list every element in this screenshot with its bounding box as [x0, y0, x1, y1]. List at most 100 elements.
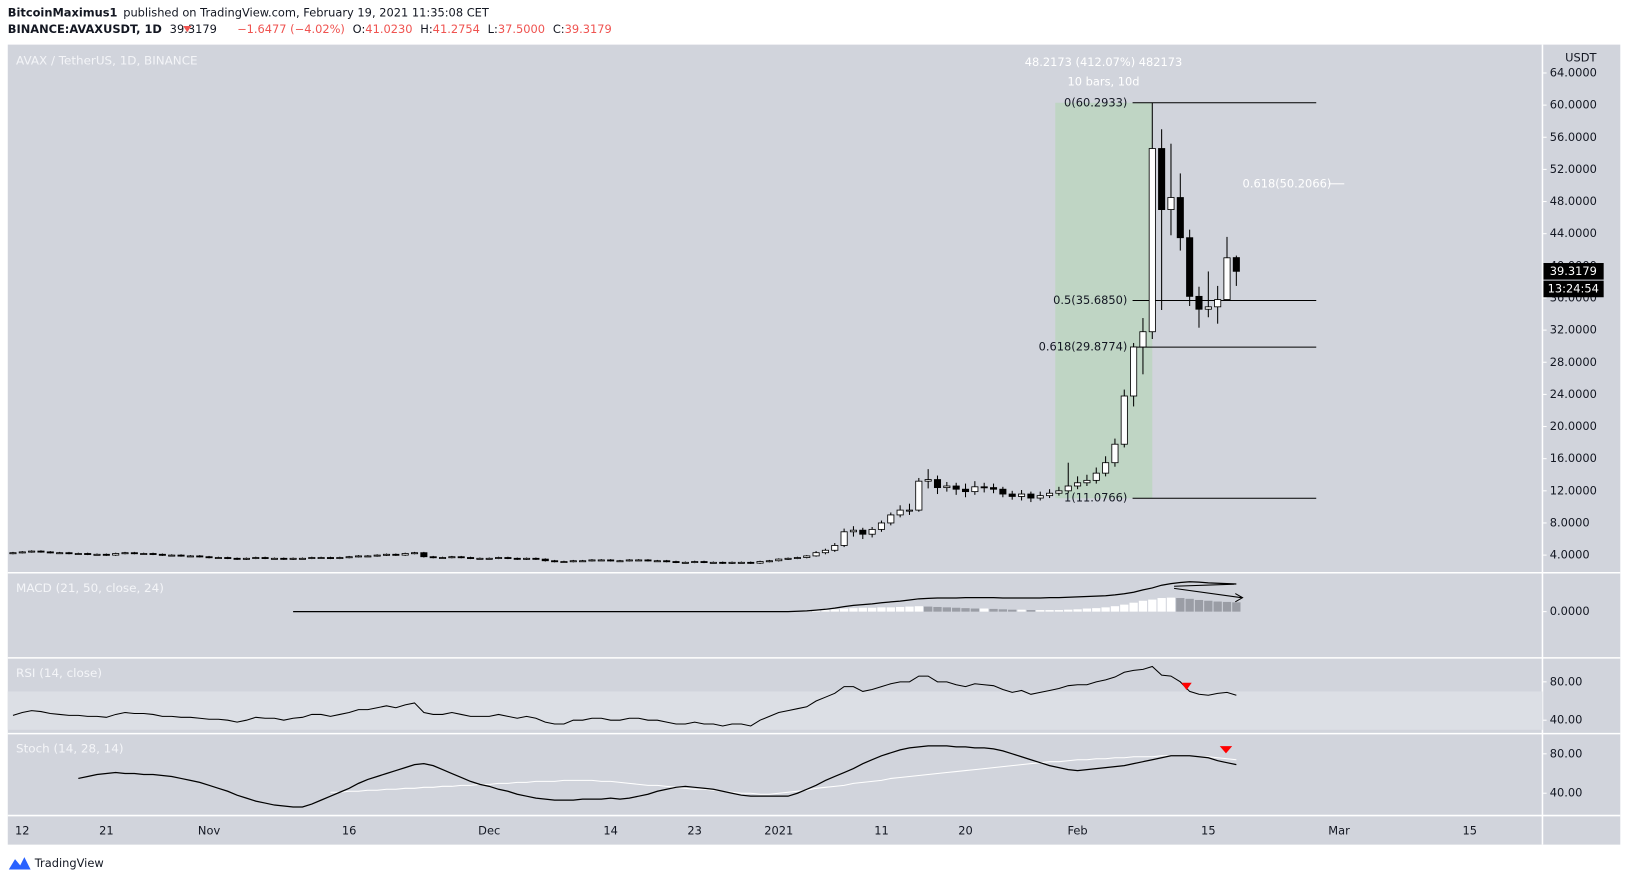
fib-label: 0.618(50.2066) — [1243, 176, 1332, 190]
candle-body — [868, 528, 876, 535]
macd-line — [293, 581, 1237, 613]
y-tick-label: 80.00 — [1550, 746, 1583, 760]
c-value: 39.3179 — [565, 22, 612, 36]
candle-body — [317, 557, 325, 559]
histogram-bar — [933, 606, 942, 612]
candle-body — [448, 556, 456, 559]
candle-body — [37, 550, 45, 553]
candle-body — [877, 522, 885, 530]
last-price: 39.3179 — [170, 22, 217, 36]
candle-body — [46, 551, 54, 554]
candle-body — [560, 561, 568, 563]
x-tick-label: 21 — [99, 824, 114, 838]
histogram-bar — [1120, 604, 1129, 612]
histogram-bar — [877, 607, 886, 612]
histogram-bar — [952, 607, 961, 612]
x-tick-label: 23 — [687, 824, 702, 838]
y-tick-label: 28.0000 — [1550, 355, 1597, 369]
candle-body — [1092, 472, 1100, 481]
candle-body — [980, 486, 988, 489]
candle-body — [476, 557, 484, 560]
candle-body — [280, 557, 288, 560]
price-tag-label: 39.3179 — [1550, 264, 1597, 278]
candle-body — [140, 553, 148, 555]
candle-body — [261, 557, 269, 559]
candle-body — [1204, 306, 1212, 310]
candle-body — [93, 553, 101, 556]
candle-body — [326, 557, 335, 559]
candle-body — [849, 529, 857, 533]
fib-label: 1(11.0766) — [1064, 491, 1127, 505]
candle-body — [467, 557, 475, 559]
histogram-bar — [998, 609, 1008, 612]
signal-marker — [1219, 746, 1233, 754]
candle-body — [1176, 197, 1184, 239]
symbol: BINANCE:AVAXUSDT, 1D — [8, 22, 162, 36]
candle-body — [915, 480, 923, 511]
y-tick-label: 32.0000 — [1550, 323, 1597, 337]
candle-body — [336, 557, 344, 559]
histogram-bar — [942, 607, 951, 612]
candle-body — [186, 555, 194, 558]
histogram-bar — [1166, 597, 1176, 612]
candle-body — [747, 561, 755, 564]
candle-body — [812, 552, 820, 557]
y-unit: USDT — [1565, 51, 1596, 65]
histogram-bar — [961, 608, 970, 612]
histogram-bar — [1110, 606, 1120, 612]
price-tag — [1543, 263, 1604, 280]
candle-body — [177, 554, 185, 557]
countdown-tag — [1543, 280, 1604, 298]
histogram-bar — [1204, 600, 1213, 612]
author[interactable]: BitcoinMaximus1 — [8, 5, 118, 19]
candle-body — [420, 552, 428, 558]
x-tick-label: Feb — [1067, 824, 1087, 838]
candle-body — [56, 552, 64, 555]
candle-body — [1102, 462, 1110, 474]
histogram-bar — [914, 606, 923, 612]
x-tick-label: 15 — [1201, 824, 1216, 838]
y-tick-label: 52.0000 — [1550, 162, 1597, 176]
candle-body — [737, 561, 745, 564]
candle-body — [1027, 493, 1035, 499]
candle-body — [112, 553, 120, 556]
measure-bars: 10 bars, 10d — [1068, 74, 1140, 88]
candle-body — [756, 561, 764, 564]
histogram-bar — [1092, 608, 1101, 612]
logo-icon — [8, 857, 31, 870]
candle-body — [933, 479, 942, 489]
histogram-bar — [895, 606, 905, 612]
y-tick-label: 44.0000 — [1550, 226, 1597, 240]
x-tick-label: 16 — [342, 824, 357, 838]
candle-body — [616, 560, 624, 563]
histogram-bar — [970, 608, 980, 612]
candle-body — [485, 557, 493, 560]
symbol-line: BINANCE:AVAXUSDT, 1D 39.3179 −1.6477 (−4… — [8, 22, 612, 36]
candle-body — [168, 554, 176, 557]
fib-label: 0.618(29.8774) — [1039, 340, 1128, 354]
brand: TradingView — [34, 856, 104, 870]
histogram-bar — [1082, 608, 1092, 612]
histogram-bar — [1129, 602, 1138, 612]
trend-drawing — [1174, 583, 1244, 603]
candle-body — [439, 557, 447, 559]
fib-label: 0(60.2933) — [1064, 95, 1127, 109]
candle-body — [681, 561, 689, 564]
candle-body — [495, 557, 503, 559]
candle-body — [644, 559, 652, 562]
publish-line: BitcoinMaximus1 published on TradingView… — [8, 5, 489, 19]
histogram-bar — [867, 607, 877, 612]
histogram-bar — [1213, 601, 1222, 612]
candle-body — [1232, 257, 1240, 272]
x-tick-label: Nov — [198, 824, 221, 838]
x-tick-label: 12 — [15, 824, 30, 838]
candle-body — [579, 560, 587, 563]
candle-body — [1046, 492, 1054, 497]
l-key: L: — [488, 22, 498, 36]
countdown-label: 13:24:54 — [1548, 281, 1599, 295]
candle-body — [569, 560, 577, 563]
histogram-bar — [1138, 600, 1148, 612]
candle-body — [999, 488, 1007, 495]
fib-label: 0.5(35.6850) — [1053, 293, 1127, 307]
x-tick-label: 15 — [1463, 824, 1478, 838]
